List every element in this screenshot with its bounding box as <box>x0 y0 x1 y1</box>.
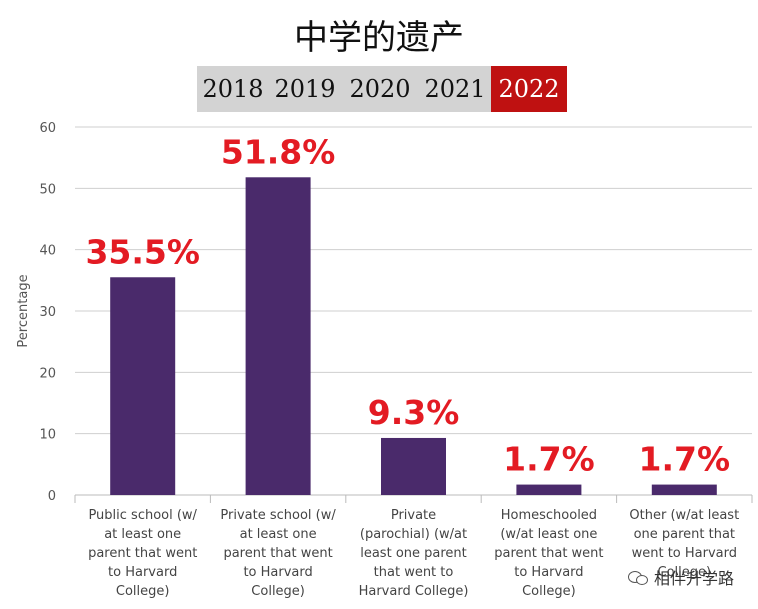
x-tick-label: (w/at least one <box>500 527 597 542</box>
x-tick-label: to Harvard <box>108 565 177 580</box>
year-tab-2022[interactable]: 2022 <box>491 66 567 112</box>
x-tick-label: at least one <box>104 527 181 542</box>
year-tab-2018[interactable]: 2018 <box>202 75 264 103</box>
x-tick-label: College) <box>658 565 712 580</box>
x-tick-label: College) <box>522 584 576 599</box>
bar <box>651 484 717 495</box>
year-tab-2020[interactable]: 2020 <box>349 75 411 103</box>
x-tick-label: Harvard College) <box>359 584 469 599</box>
y-tick-label: 50 <box>39 182 56 197</box>
y-tick-label: 20 <box>39 366 56 381</box>
data-label: 1.7% <box>503 440 595 479</box>
x-tick-label: (parochial) (w/at <box>360 527 467 542</box>
x-tick-label: parent that went <box>494 546 603 561</box>
bar <box>516 484 582 495</box>
x-tick-label: College) <box>251 584 305 599</box>
x-tick-label: Public school (w/ <box>88 508 197 523</box>
x-tick-label: one parent that <box>634 527 735 542</box>
watermark: 相伴升学路 <box>627 565 734 589</box>
y-tick-label: 0 <box>48 489 56 504</box>
x-tick-label: Other (w/at least <box>629 508 739 523</box>
year-tab-2021[interactable]: 2021 <box>424 75 486 103</box>
wechat-icon <box>627 569 648 585</box>
x-tick-label: Private <box>391 508 436 523</box>
data-label: 35.5% <box>85 232 200 271</box>
y-axis-label: Percentage <box>16 274 31 347</box>
data-label: 51.8% <box>221 132 336 171</box>
bar <box>110 277 176 495</box>
bar <box>245 177 311 495</box>
y-tick-label: 30 <box>39 305 56 320</box>
x-tick-label: at least one <box>240 527 317 542</box>
bar <box>381 437 446 495</box>
year-selector: 2018 2019 2020 2021 2022 <box>197 66 567 112</box>
x-tick-label: to Harvard <box>243 565 312 580</box>
year-tab-2019[interactable]: 2019 <box>274 75 336 103</box>
x-tick-label: that went to <box>374 565 454 580</box>
x-tick-label: parent that went <box>88 546 197 561</box>
x-tick-label: went to Harvard <box>632 546 737 561</box>
x-tick-label: least one parent <box>360 546 467 561</box>
y-tick-label: 60 <box>39 121 56 136</box>
chart-title: 中学的遗产 <box>294 18 464 58</box>
y-tick-label: 10 <box>39 428 56 443</box>
x-tick-label: Homeschooled <box>501 508 597 523</box>
x-tick-label: Private school (w/ <box>220 508 336 523</box>
x-tick-label: parent that went <box>223 546 332 561</box>
x-tick-label: College) <box>116 584 170 599</box>
data-label: 9.3% <box>368 393 460 432</box>
data-label: 1.7% <box>639 440 731 479</box>
y-tick-label: 40 <box>39 244 56 259</box>
x-tick-label: to Harvard <box>514 565 583 580</box>
watermark-text: 相伴升学路 <box>653 569 734 588</box>
